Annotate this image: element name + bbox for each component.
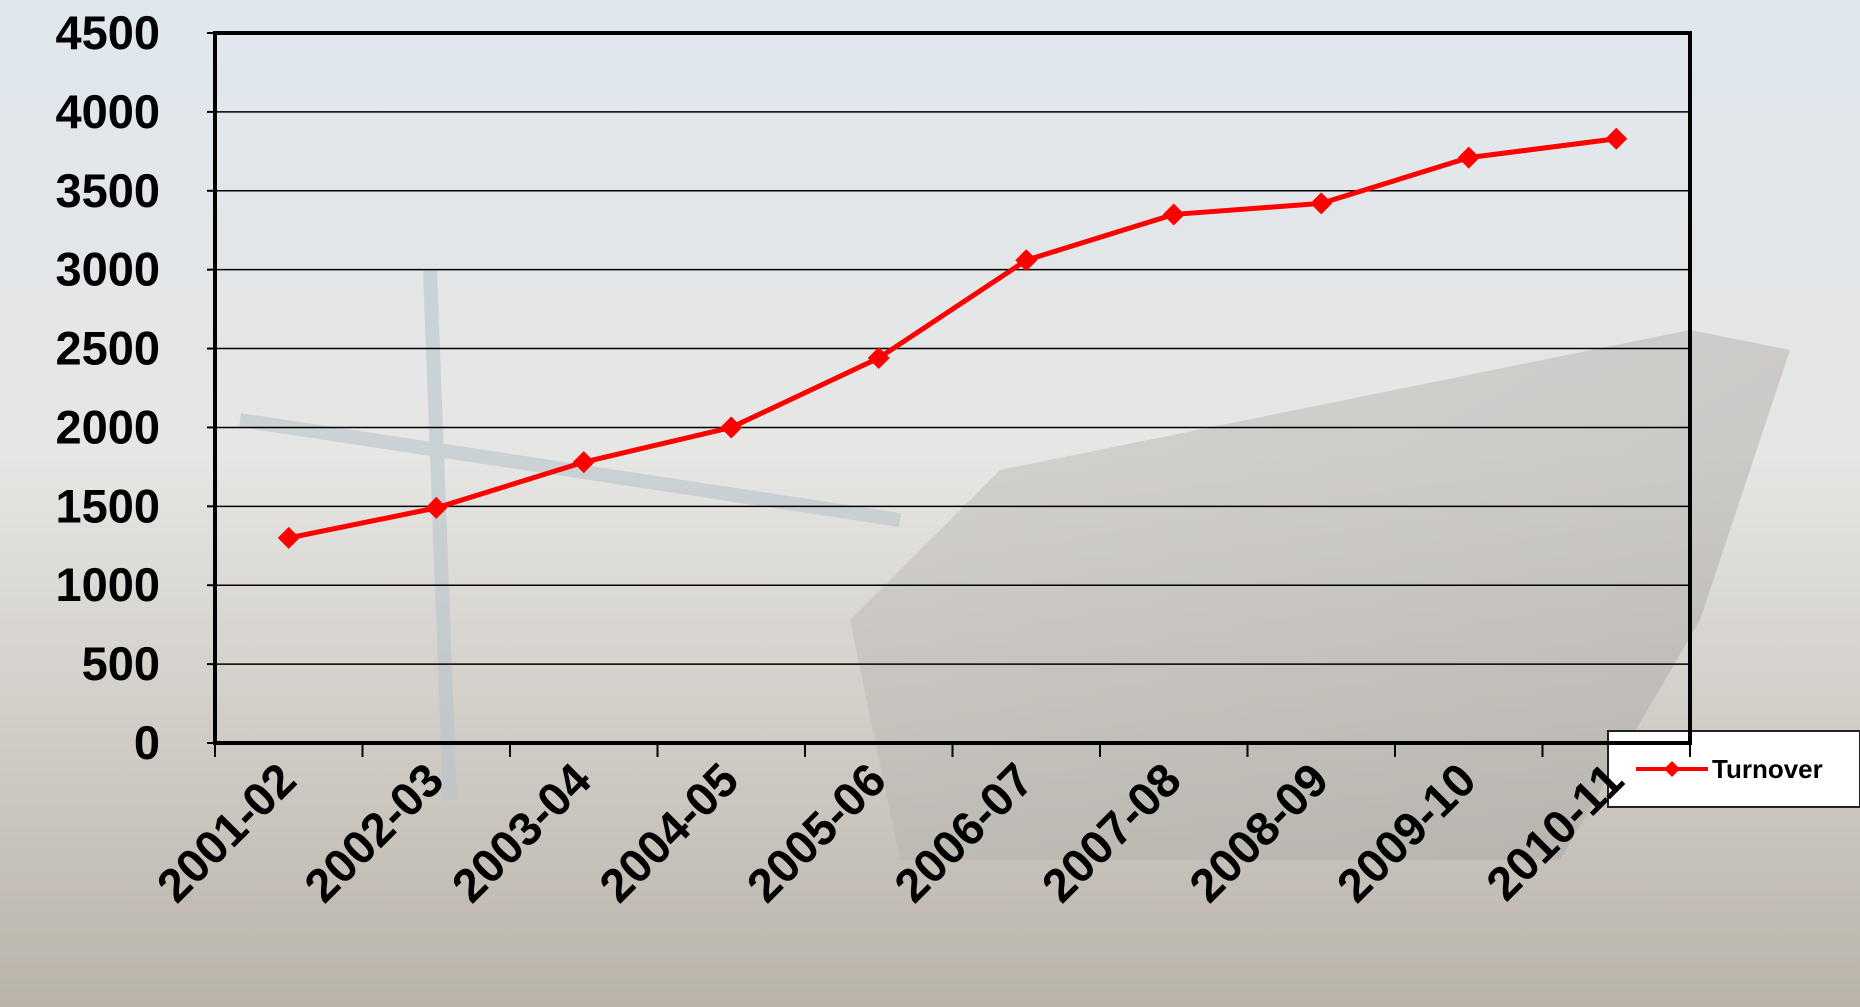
marker <box>1015 249 1038 272</box>
y-tick-label: 3500 <box>55 164 160 217</box>
marker <box>1310 192 1333 215</box>
legend-marker <box>1664 761 1680 777</box>
y-tick-label: 2500 <box>55 322 160 375</box>
y-tick-label: 3000 <box>55 243 160 296</box>
y-tick-label: 4500 <box>55 6 160 59</box>
crane <box>238 269 902 801</box>
ship-hull <box>850 330 1790 860</box>
y-tick-label: 0 <box>134 716 160 769</box>
legend-label: Turnover <box>1712 754 1823 784</box>
y-tick-label: 500 <box>82 637 160 690</box>
marker <box>867 347 890 370</box>
marker <box>572 451 595 474</box>
marker <box>425 496 448 519</box>
marker <box>720 416 743 439</box>
y-tick-label: 4000 <box>55 85 160 138</box>
marker <box>1605 127 1628 150</box>
marker <box>277 526 300 549</box>
line <box>288 136 1617 541</box>
y-tick-label: 1500 <box>55 479 160 532</box>
marker <box>1457 146 1480 169</box>
marker <box>1162 203 1185 226</box>
y-tick-label: 1000 <box>55 558 160 611</box>
y-tick-label: 2000 <box>55 400 160 453</box>
